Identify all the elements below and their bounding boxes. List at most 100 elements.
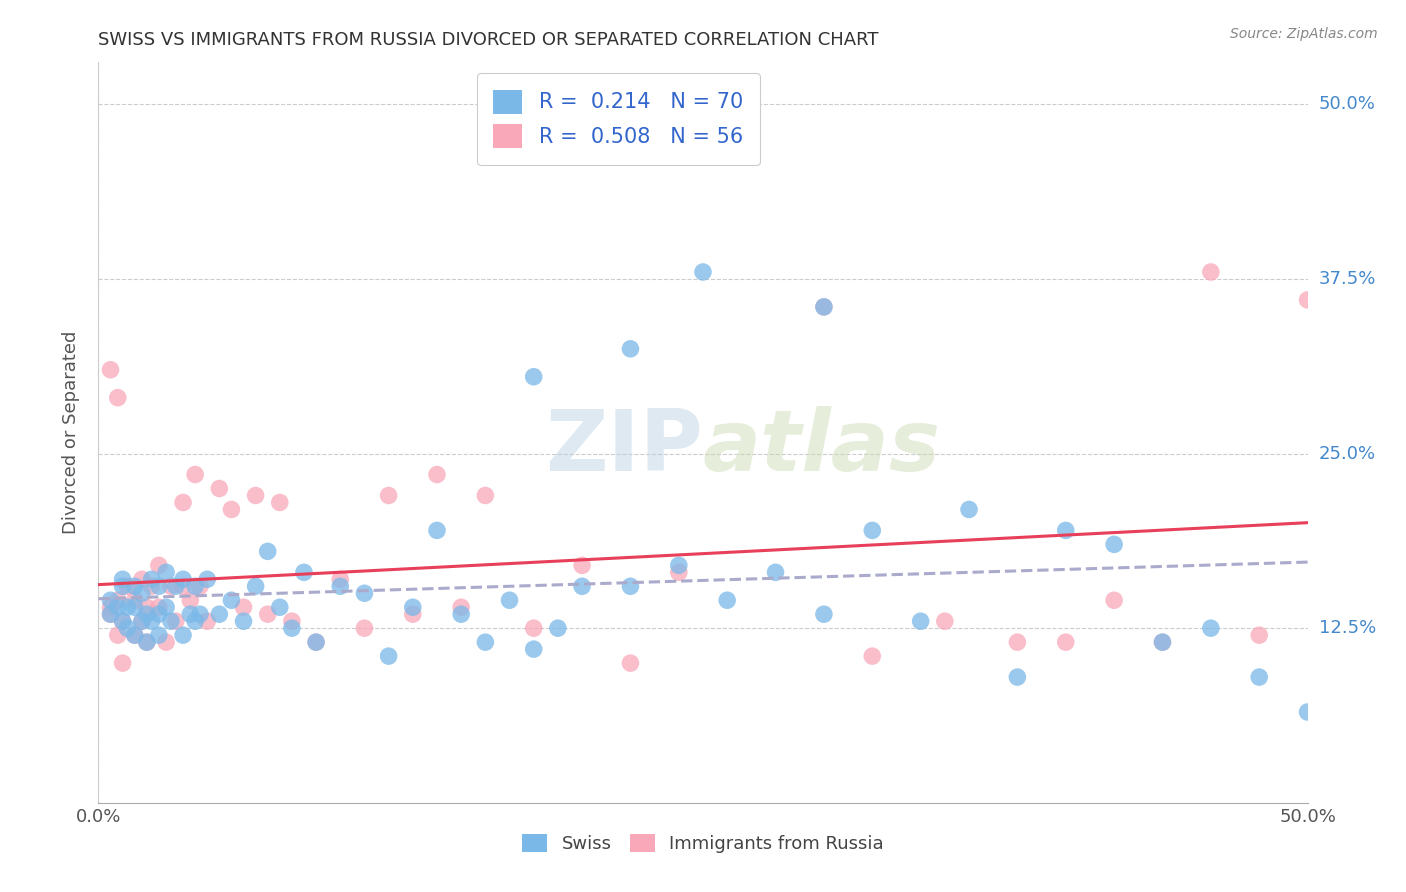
Point bbox=[292, 566, 315, 580]
Point bbox=[1007, 635, 1029, 649]
Point bbox=[221, 593, 243, 607]
Point bbox=[910, 614, 932, 628]
Point bbox=[329, 572, 352, 586]
Point bbox=[860, 524, 883, 538]
Point bbox=[619, 656, 641, 670]
Point bbox=[523, 642, 546, 657]
Point bbox=[245, 488, 267, 502]
Point bbox=[221, 502, 243, 516]
Point bbox=[141, 579, 163, 593]
Point bbox=[100, 363, 122, 377]
Point bbox=[934, 614, 956, 628]
Point bbox=[160, 614, 183, 628]
Point bbox=[1054, 524, 1077, 538]
Point bbox=[813, 607, 835, 622]
Point bbox=[402, 600, 425, 615]
Point bbox=[692, 265, 714, 279]
Point bbox=[184, 467, 207, 482]
Point bbox=[188, 579, 211, 593]
Point bbox=[155, 635, 177, 649]
Point bbox=[547, 621, 569, 635]
Point bbox=[1102, 593, 1125, 607]
Point bbox=[1054, 635, 1077, 649]
Point bbox=[111, 579, 134, 593]
Point bbox=[860, 649, 883, 664]
Point bbox=[107, 391, 129, 405]
Point bbox=[172, 572, 194, 586]
Point bbox=[245, 579, 267, 593]
Point bbox=[426, 467, 449, 482]
Point bbox=[305, 635, 328, 649]
Point bbox=[100, 607, 122, 622]
Point bbox=[124, 628, 146, 642]
Y-axis label: Divorced or Separated: Divorced or Separated bbox=[62, 331, 80, 534]
Text: SWISS VS IMMIGRANTS FROM RUSSIA DIVORCED OR SEPARATED CORRELATION CHART: SWISS VS IMMIGRANTS FROM RUSSIA DIVORCED… bbox=[98, 31, 879, 49]
Point bbox=[172, 495, 194, 509]
Point bbox=[377, 649, 399, 664]
Point bbox=[111, 614, 134, 628]
Point bbox=[1249, 670, 1271, 684]
Point bbox=[148, 579, 170, 593]
Point bbox=[165, 579, 187, 593]
Text: 25.0%: 25.0% bbox=[1319, 444, 1376, 463]
Point bbox=[1199, 621, 1222, 635]
Legend: Swiss, Immigrants from Russia: Swiss, Immigrants from Russia bbox=[515, 827, 891, 861]
Point bbox=[353, 586, 375, 600]
Point bbox=[117, 600, 139, 615]
Point bbox=[131, 572, 153, 586]
Point bbox=[498, 593, 520, 607]
Point bbox=[165, 614, 187, 628]
Point bbox=[141, 572, 163, 586]
Point bbox=[765, 566, 787, 580]
Point bbox=[107, 628, 129, 642]
Text: atlas: atlas bbox=[703, 406, 941, 489]
Point bbox=[1296, 705, 1319, 719]
Point bbox=[450, 600, 472, 615]
Point bbox=[179, 607, 201, 622]
Point bbox=[377, 488, 399, 502]
Point bbox=[668, 566, 690, 580]
Point bbox=[281, 621, 304, 635]
Point bbox=[100, 607, 122, 622]
Point bbox=[131, 614, 153, 628]
Point bbox=[208, 607, 231, 622]
Point bbox=[184, 614, 207, 628]
Text: 12.5%: 12.5% bbox=[1319, 619, 1376, 637]
Point bbox=[195, 572, 218, 586]
Point bbox=[100, 600, 122, 615]
Point bbox=[402, 607, 425, 622]
Point bbox=[141, 614, 163, 628]
Point bbox=[305, 635, 328, 649]
Text: 37.5%: 37.5% bbox=[1319, 270, 1376, 288]
Point bbox=[813, 300, 835, 314]
Point bbox=[131, 586, 153, 600]
Point bbox=[523, 621, 546, 635]
Point bbox=[172, 579, 194, 593]
Text: Source: ZipAtlas.com: Source: ZipAtlas.com bbox=[1230, 27, 1378, 41]
Point bbox=[107, 600, 129, 615]
Point bbox=[1007, 670, 1029, 684]
Point bbox=[571, 579, 593, 593]
Point bbox=[111, 614, 134, 628]
Point bbox=[188, 607, 211, 622]
Point bbox=[148, 628, 170, 642]
Point bbox=[329, 579, 352, 593]
Point bbox=[450, 607, 472, 622]
Text: ZIP: ZIP bbox=[546, 406, 703, 489]
Point bbox=[426, 524, 449, 538]
Point bbox=[148, 600, 170, 615]
Point bbox=[195, 614, 218, 628]
Point bbox=[124, 579, 146, 593]
Point bbox=[155, 566, 177, 580]
Point bbox=[117, 579, 139, 593]
Point bbox=[474, 635, 496, 649]
Point bbox=[148, 558, 170, 573]
Text: 50.0%: 50.0% bbox=[1319, 95, 1375, 113]
Point bbox=[668, 558, 690, 573]
Point bbox=[179, 593, 201, 607]
Point bbox=[111, 572, 134, 586]
Point bbox=[957, 502, 980, 516]
Point bbox=[813, 300, 835, 314]
Point bbox=[135, 635, 157, 649]
Point bbox=[100, 593, 122, 607]
